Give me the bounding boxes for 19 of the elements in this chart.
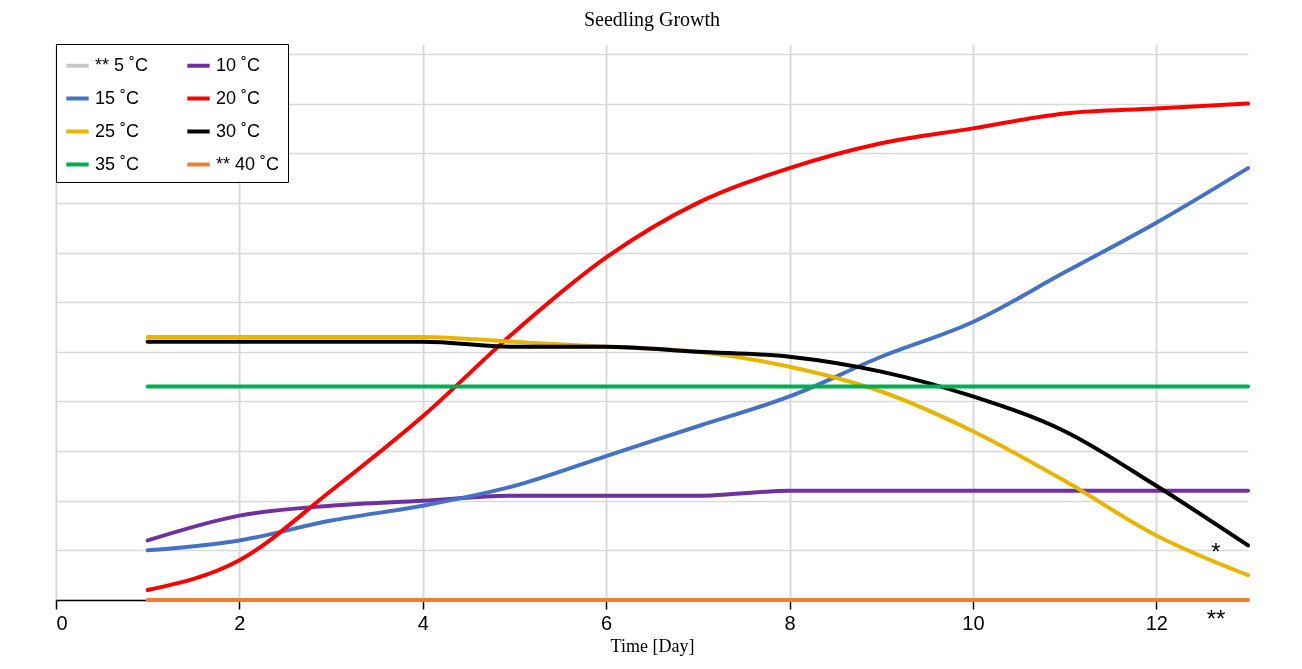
legend-label: 15 ˚C [95,87,140,108]
legend-label: ** 40 ˚C [216,153,280,174]
annotation: ** [1206,605,1226,632]
legend-label: ** 5 ˚C [95,54,149,75]
legend-label: 25 ˚C [95,120,140,141]
chart-title: Seedling Growth [583,8,721,31]
x-tick-label: 12 [1145,611,1168,634]
legend-label: 35 ˚C [95,153,140,174]
legend-label: 20 ˚C [216,87,261,108]
x-tick-label: 0 [56,611,68,634]
legend-label: 10 ˚C [216,54,261,75]
x-tick-label: 6 [601,611,613,634]
legend-label: 30 ˚C [216,120,261,141]
x-axis-title: Time [Day] [610,635,695,656]
x-tick-label: 8 [784,611,796,634]
x-tick-label: 10 [962,611,985,634]
x-tick-label: 4 [417,611,429,634]
x-tick-label: 2 [234,611,246,634]
annotation: * [1211,538,1221,566]
